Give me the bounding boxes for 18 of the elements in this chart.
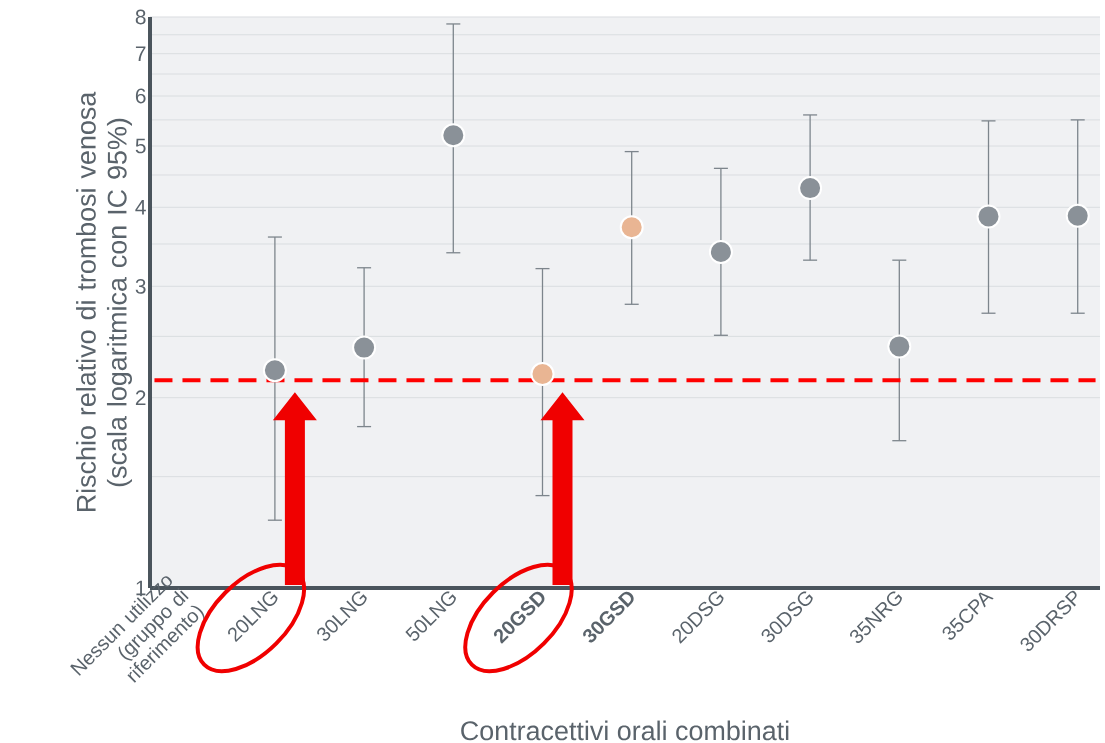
y-tick-label: 4 [135,200,146,215]
point [619,215,644,240]
y-tick-label: 6 [135,88,146,104]
y-axis-title: Rischio relativo di trombosi venosa (scala logaritmica con IC 95%) [76,91,133,512]
point [887,334,912,359]
x-axis-title: Contracettivi orali combinati [461,720,789,741]
y-tick-label: 3 [135,278,146,294]
point [708,239,733,264]
point [976,204,1001,229]
y-tick-label: 8 [135,9,146,25]
point [530,362,555,386]
point [262,358,287,383]
y-tick-label: 2 [135,390,146,405]
point [441,123,466,148]
point [352,335,377,360]
y-tick-label: 5 [135,138,146,154]
point [798,176,823,201]
y-tick-label: 7 [135,46,146,61]
